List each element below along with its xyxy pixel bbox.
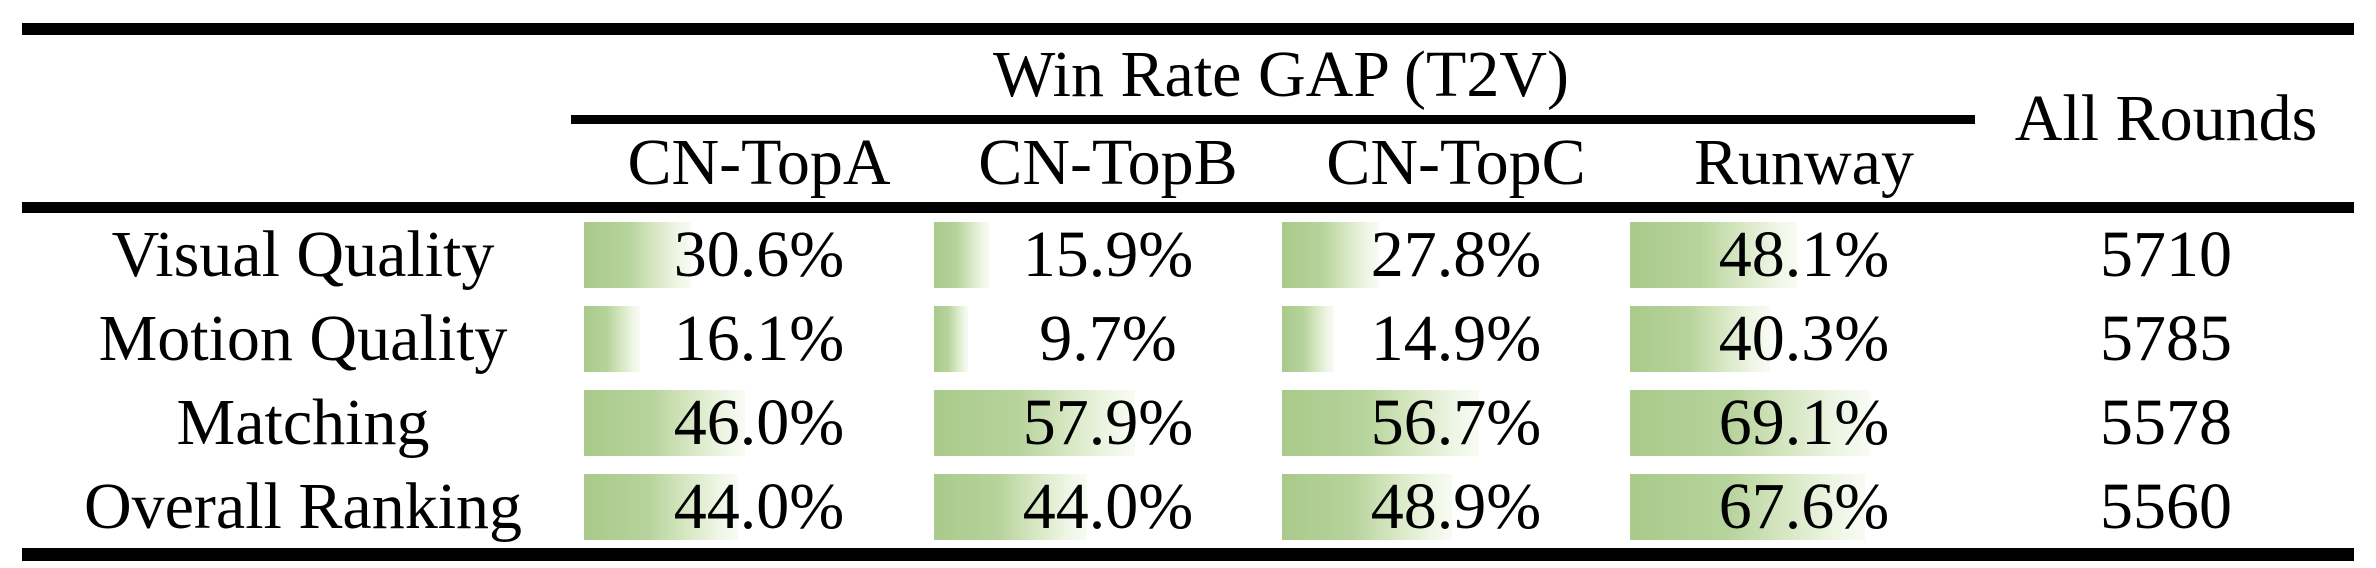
win-rate-bar xyxy=(1282,222,1379,288)
win-rate-bar xyxy=(584,306,641,372)
win-rate-bar xyxy=(1630,473,1866,540)
win-rate-value: 67.6% xyxy=(1718,469,1890,543)
win-rate-bar xyxy=(1282,473,1453,540)
win-rate-cell: 9.7% xyxy=(934,297,1282,381)
row-label-motion-quality: Motion Quality xyxy=(98,302,508,375)
win-rate-value: 15.9% xyxy=(1022,218,1194,291)
win-rate-bar xyxy=(934,473,1088,540)
all-rounds-value: 5785 xyxy=(2100,302,2232,375)
row-label-matching: Matching xyxy=(176,386,430,459)
win-rate-bar xyxy=(1282,390,1480,456)
row-label-overall-ranking: Overall Ranking xyxy=(83,469,523,543)
win-rate-value: 44.0% xyxy=(673,469,845,543)
header-separator-rule xyxy=(22,202,2354,213)
win-rate-bar xyxy=(1282,306,1334,372)
win-rate-cell: 14.9% xyxy=(1282,297,1630,381)
win-rate-cell: 48.9% xyxy=(1282,465,1630,548)
group-header-underline-rule xyxy=(571,115,1975,124)
win-rate-cell: 67.6% xyxy=(1630,465,1978,548)
win-rate-value: 46.0% xyxy=(673,386,845,459)
all-rounds-value: 5710 xyxy=(2100,218,2232,291)
win-rate-bar xyxy=(934,222,990,288)
win-rate-cell: 15.9% xyxy=(934,213,1282,297)
win-rate-cell: 57.9% xyxy=(934,381,1282,465)
win-rate-value: 48.1% xyxy=(1718,218,1890,291)
all-rounds-value: 5578 xyxy=(2100,386,2232,459)
win-rate-cell: 30.6% xyxy=(584,213,934,297)
all-rounds-value: 5560 xyxy=(2100,469,2232,543)
column-header-all-rounds: All Rounds xyxy=(2014,81,2318,155)
column-header-cn-topc: CN-TopC xyxy=(1326,126,1586,199)
win-rate-cell: 44.0% xyxy=(934,465,1282,548)
win-rate-value: 44.0% xyxy=(1022,469,1194,543)
win-rate-value: 69.1% xyxy=(1718,386,1890,459)
win-rate-bar xyxy=(1630,390,1871,456)
win-rate-bar xyxy=(584,473,738,540)
table-grid: Win Rate GAP (T2V) All Rounds CN-TopA CN… xyxy=(22,0,2354,561)
win-rate-cell: 69.1% xyxy=(1630,381,1978,465)
win-rate-value: 30.6% xyxy=(673,218,845,291)
group-header-win-rate-gap: Win Rate GAP (T2V) xyxy=(993,38,1569,111)
win-rate-value: 27.8% xyxy=(1370,218,1542,291)
win-rate-value: 56.7% xyxy=(1370,386,1542,459)
win-rate-value: 40.3% xyxy=(1718,302,1890,375)
win-rate-value: 16.1% xyxy=(673,302,845,375)
win-rate-bar xyxy=(934,306,968,372)
win-rate-value: 14.9% xyxy=(1370,302,1542,375)
win-rate-cell: 16.1% xyxy=(584,297,934,381)
win-rate-cell: 40.3% xyxy=(1630,297,1978,381)
row-label-visual-quality: Visual Quality xyxy=(111,218,495,291)
column-header-cn-topb: CN-TopB xyxy=(978,126,1238,199)
win-rate-cell: 44.0% xyxy=(584,465,934,548)
win-rate-cell: 48.1% xyxy=(1630,213,1978,297)
table-top-rule xyxy=(22,23,2354,35)
win-rate-bar xyxy=(1630,306,1771,372)
win-rate-bar xyxy=(1630,222,1798,288)
win-rate-value: 48.9% xyxy=(1370,469,1542,543)
win-rate-bar xyxy=(584,390,745,456)
table-bottom-rule xyxy=(22,548,2354,561)
win-rate-bar xyxy=(934,390,1136,456)
win-rate-value: 57.9% xyxy=(1022,386,1194,459)
win-rate-value: 9.7% xyxy=(1039,302,1177,375)
win-rate-cell: 56.7% xyxy=(1282,381,1630,465)
win-rate-bar xyxy=(584,222,692,288)
column-header-runway: Runway xyxy=(1694,126,1914,199)
column-header-cn-topa: CN-TopA xyxy=(627,126,891,199)
win-rate-cell: 27.8% xyxy=(1282,213,1630,297)
win-rate-cell: 46.0% xyxy=(584,381,934,465)
